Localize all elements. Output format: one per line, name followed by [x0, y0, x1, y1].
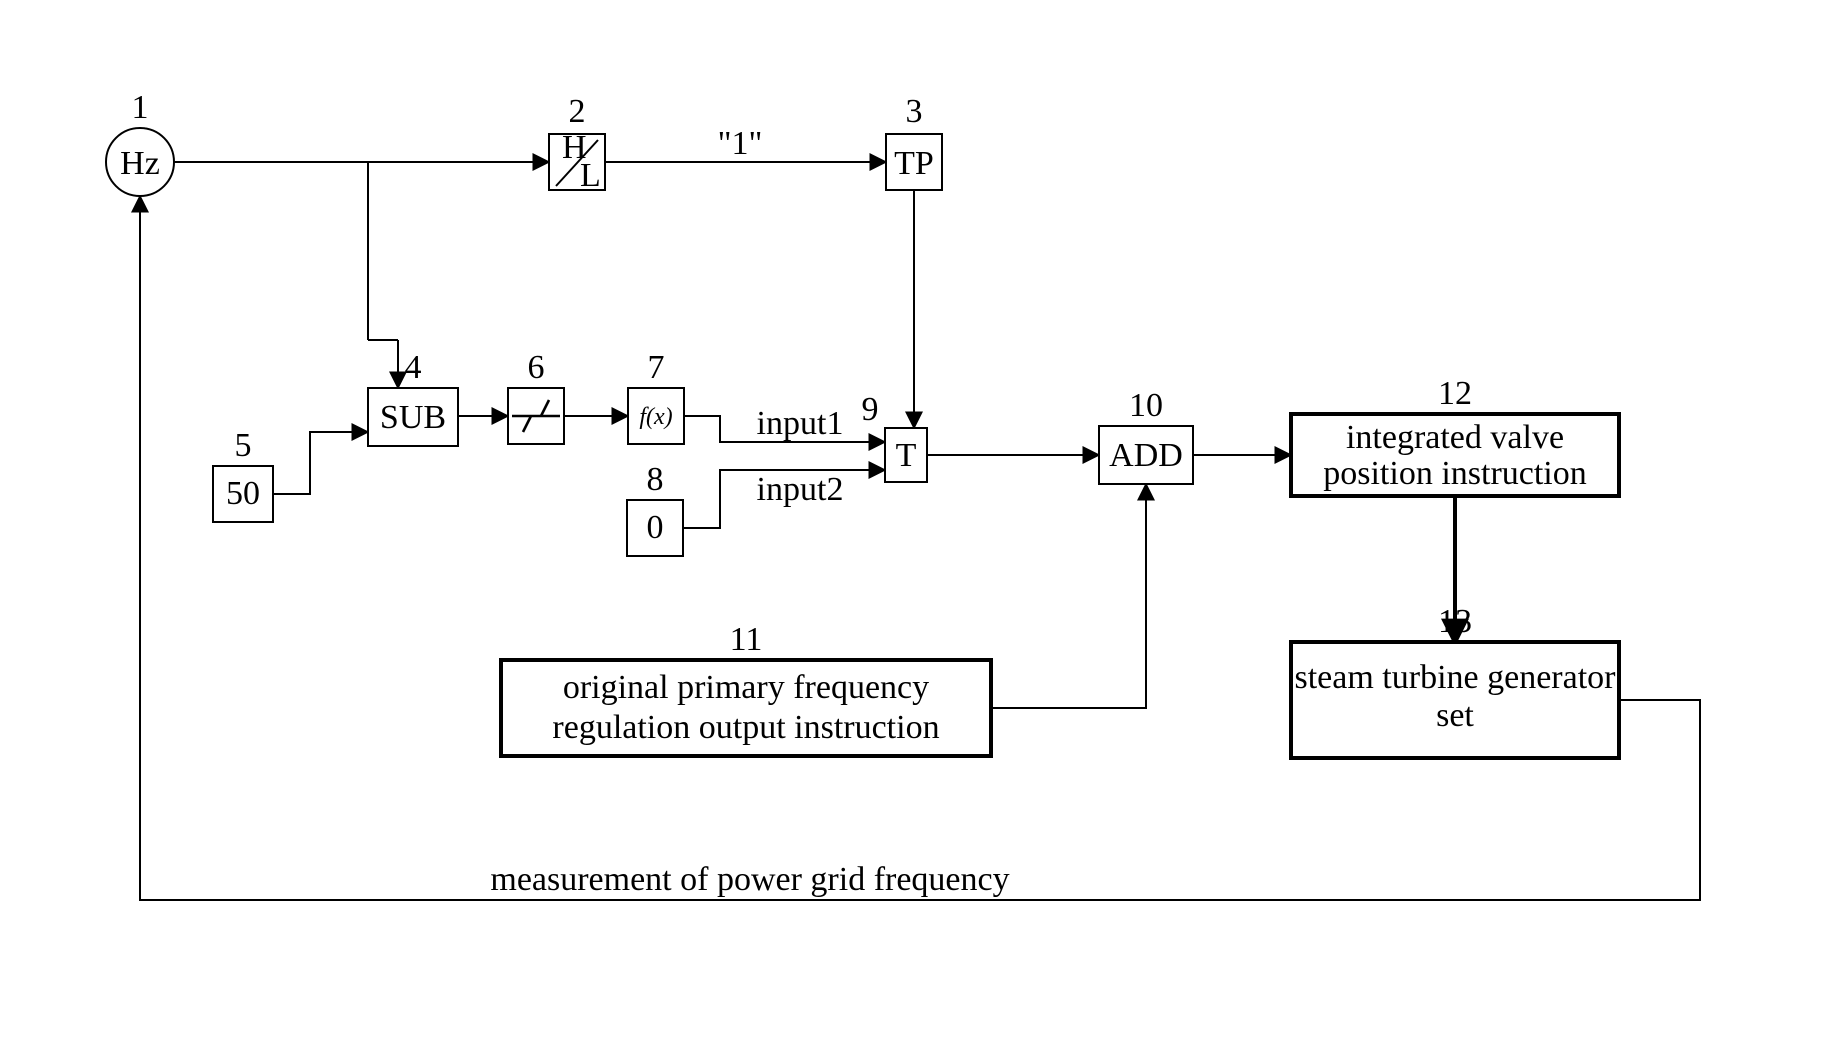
node-10-label: ADD	[1109, 437, 1183, 474]
node-8-label: 0	[647, 509, 664, 546]
edge-label-input1: input1	[757, 405, 844, 442]
node-12-num: 12	[1438, 375, 1472, 412]
edges	[140, 162, 1700, 900]
node-11-label-line1: original primary frequency	[563, 669, 929, 706]
node-12-label-line1: integrated valve	[1346, 419, 1564, 456]
node-11-num: 11	[730, 621, 763, 658]
node-9-label: T	[896, 437, 917, 474]
node-2-hl: H L 2	[549, 93, 605, 194]
node-11-orig-primary-freq: original primary frequency regulation ou…	[501, 621, 991, 756]
node-13-steam-turbine: steam turbine generator set 13	[1291, 603, 1619, 758]
node-11-label-line2: regulation output instruction	[552, 709, 939, 746]
node-6-deadband: 6	[508, 349, 564, 444]
node-4-sub: SUB 4	[368, 349, 458, 446]
node-3-label: TP	[894, 145, 934, 182]
node-2-l: L	[580, 157, 601, 194]
node-4-label: SUB	[380, 399, 446, 436]
node-9-num: 9	[862, 391, 879, 428]
node-1-label: Hz	[120, 145, 160, 182]
edge-label-one: "1"	[718, 125, 763, 162]
node-1-hz: Hz 1	[106, 89, 174, 196]
node-3-num: 3	[906, 93, 923, 130]
node-5-50: 50 5	[213, 427, 273, 522]
node-3-tp: TP 3	[886, 93, 942, 190]
diagram-svg: Hz 1 H L 2 TP 3 SUB 4 50 5	[0, 0, 1830, 1050]
edge-label-input2: input2	[757, 471, 844, 508]
node-12-integrated-valve: integrated valve position instruction 12	[1291, 375, 1619, 496]
node-6-num: 6	[528, 349, 545, 386]
nodes: Hz 1 H L 2 TP 3 SUB 4 50 5	[106, 89, 1619, 758]
node-5-num: 5	[235, 427, 252, 464]
node-8-num: 8	[647, 461, 664, 498]
node-9-t: T 9	[862, 391, 928, 482]
edge-n13-n1-feedback	[140, 196, 1700, 900]
node-5-label: 50	[226, 475, 260, 512]
node-13-label-line1: steam turbine generator	[1295, 659, 1617, 696]
node-10-num: 10	[1129, 387, 1163, 424]
node-13-num: 13	[1438, 603, 1472, 640]
edge-n11-n10	[991, 484, 1146, 708]
edge-label-feedback: measurement of power grid frequency	[490, 861, 1009, 898]
node-13-label-line2: set	[1436, 697, 1474, 734]
node-7-fx: f(x) 7	[628, 349, 684, 444]
edge-n5-n4	[273, 432, 368, 494]
node-2-num: 2	[569, 93, 586, 130]
node-1-num: 1	[132, 89, 149, 126]
node-4-num: 4	[405, 349, 422, 386]
node-7-label: f(x)	[639, 404, 672, 430]
node-7-num: 7	[648, 349, 665, 386]
edge-labels: "1" input1 input2 measurement of power g…	[490, 125, 1009, 898]
diagram-canvas: Hz 1 H L 2 TP 3 SUB 4 50 5	[0, 0, 1830, 1050]
node-12-label-line2: position instruction	[1323, 455, 1587, 492]
node-8-zero: 0 8	[627, 461, 683, 556]
node-10-add: ADD 10	[1099, 387, 1193, 484]
